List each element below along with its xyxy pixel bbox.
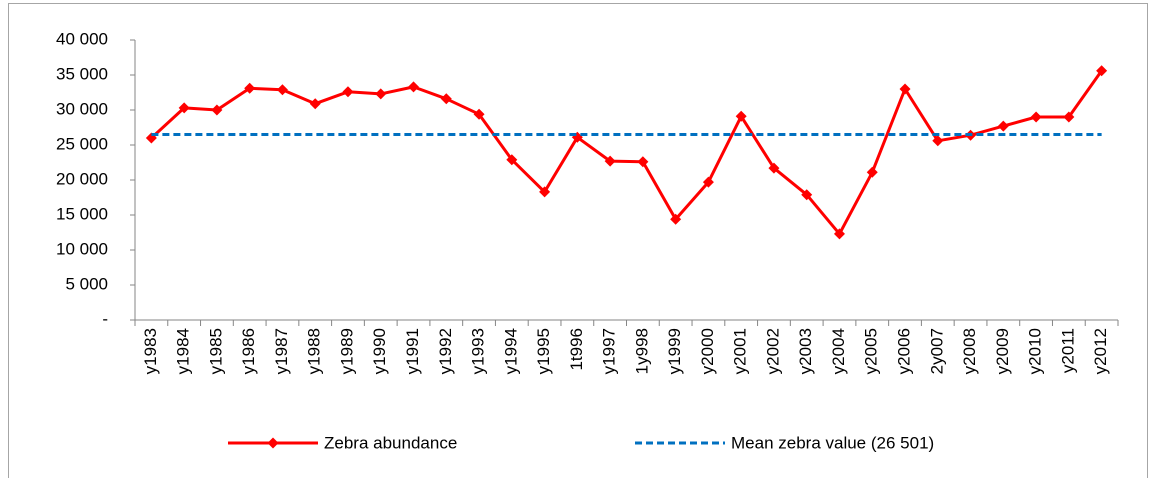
x-tick-label: y2002 (763, 328, 782, 374)
x-tick-label: y1999 (665, 328, 684, 374)
data-point (670, 213, 682, 225)
data-point (735, 110, 747, 122)
y-tick-label: 35 000 (56, 64, 108, 83)
legend-label: Mean zebra value (26 501) (731, 433, 934, 452)
x-tick-label: y1990 (370, 328, 389, 374)
x-tick-label: y1992 (436, 328, 455, 374)
data-point (1030, 111, 1042, 123)
data-point (932, 135, 944, 147)
x-tick-label: y2003 (796, 328, 815, 374)
x-tick-label: y2011 (1058, 328, 1077, 373)
x-tick-label: 1y998 (632, 328, 651, 374)
x-tick-label: y2006 (895, 328, 914, 374)
data-point (539, 186, 551, 198)
data-point (997, 120, 1009, 132)
x-tick-label: y1995 (534, 328, 553, 374)
x-tick-label: y1993 (469, 328, 488, 374)
data-point (178, 102, 190, 114)
x-tick-label: 2y007 (927, 328, 946, 374)
x-tick-label: 1t996 (567, 328, 586, 371)
y-tick-label: 20 000 (56, 169, 108, 188)
y-tick-label: 15 000 (56, 204, 108, 223)
data-point (637, 156, 649, 168)
data-point (440, 93, 452, 105)
x-tick-label: y1985 (206, 328, 225, 374)
data-point (473, 108, 485, 120)
x-tick-label: y1986 (239, 328, 258, 374)
data-point (1063, 111, 1075, 123)
x-tick-label: y1997 (600, 328, 619, 374)
x-tick-label: y2000 (698, 328, 717, 374)
y-tick-label: 40 000 (56, 29, 108, 48)
data-point (408, 81, 420, 93)
data-point (604, 155, 616, 167)
x-tick-label: y2012 (1091, 328, 1110, 374)
data-point (375, 88, 387, 100)
data-point (801, 189, 813, 201)
y-tick-label: 25 000 (56, 134, 108, 153)
data-point (1096, 65, 1108, 77)
x-tick-label: y2001 (731, 328, 750, 374)
data-point (866, 166, 878, 178)
x-tick-label: y1983 (141, 328, 160, 374)
x-tick-label: y2008 (960, 328, 979, 374)
data-point (276, 84, 288, 96)
y-tick-label: 30 000 (56, 99, 108, 118)
data-point (506, 154, 518, 166)
data-point (211, 104, 223, 116)
x-tick-label: y2004 (829, 328, 848, 374)
x-tick-label: y1984 (174, 328, 193, 374)
x-tick-label: y2005 (862, 328, 881, 374)
x-tick-label: y1989 (337, 328, 356, 374)
data-point (309, 98, 321, 110)
data-line (150, 69, 1103, 236)
x-tick-label: y1994 (501, 328, 520, 374)
y-tick-label: - (102, 309, 108, 328)
x-tick-label: y2010 (1026, 328, 1045, 374)
chart-border (8, 3, 1148, 478)
x-tick-label: y1991 (403, 328, 422, 374)
x-tick-label: y1987 (272, 328, 291, 374)
legend-marker (267, 437, 279, 449)
data-point (833, 228, 845, 240)
data-point (899, 83, 911, 95)
data-point (342, 86, 354, 98)
y-tick-label: 10 000 (56, 239, 108, 258)
data-point (768, 162, 780, 174)
x-tick-label: y2009 (993, 328, 1012, 374)
legend-label: Zebra abundance (324, 433, 457, 452)
x-tick-label: y1988 (305, 328, 324, 374)
data-point (244, 82, 256, 94)
data-point (702, 176, 714, 188)
y-tick-label: 5 000 (65, 274, 108, 293)
